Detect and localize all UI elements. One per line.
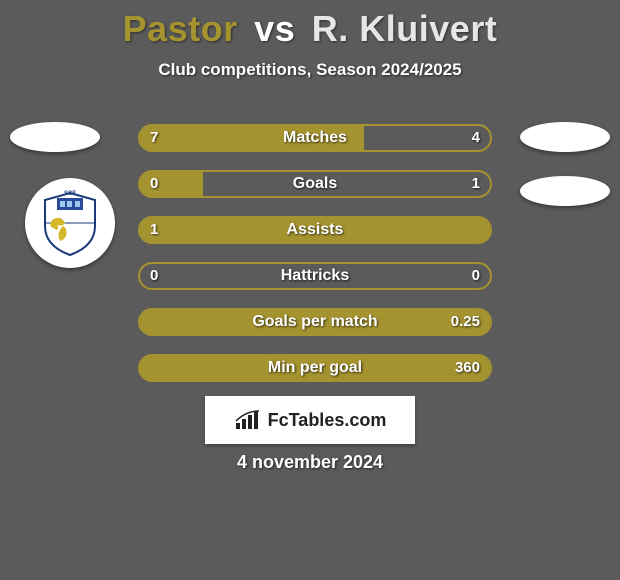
player2-team-badge-2	[520, 176, 610, 206]
stat-value-left: 7	[150, 126, 158, 150]
stat-label: Min per goal	[140, 356, 490, 380]
stat-row: Goals0 1	[138, 170, 492, 198]
svg-text:SCF: SCF	[64, 191, 76, 197]
branding-text: FcTables.com	[268, 410, 387, 431]
stat-value-left: 0	[150, 264, 158, 288]
stat-row: Matches7 4	[138, 124, 492, 152]
subtitle: Club competitions, Season 2024/2025	[0, 60, 620, 80]
player1-club-crest: SCF	[25, 178, 115, 268]
stat-value-right: 360	[455, 356, 480, 380]
comparison-title: Pastor vs R. Kluivert	[0, 0, 620, 50]
stat-label: Goals	[140, 172, 490, 196]
player2-name: R. Kluivert	[312, 8, 498, 49]
branding-box[interactable]: FcTables.com	[205, 396, 415, 444]
stat-label: Assists	[140, 218, 490, 242]
stat-label: Matches	[140, 126, 490, 150]
stat-label: Hattricks	[140, 264, 490, 288]
stat-row: Hattricks0 0	[138, 262, 492, 290]
date-text: 4 november 2024	[0, 452, 620, 473]
player2-team-badge-1	[520, 122, 610, 152]
stat-value-left: 1	[150, 218, 158, 242]
stat-value-right: 4	[472, 126, 480, 150]
player1-name: Pastor	[123, 8, 238, 49]
stat-row: Min per goal360	[138, 354, 492, 382]
stat-row: Goals per match0.25	[138, 308, 492, 336]
vs-text: vs	[254, 8, 295, 49]
stat-label: Goals per match	[140, 310, 490, 334]
stat-value-right: 0	[472, 264, 480, 288]
fctables-logo-icon	[234, 409, 262, 431]
stat-value-left: 0	[150, 172, 158, 196]
stat-value-right: 0.25	[451, 310, 480, 334]
stats-bars: Matches74Goals01Assists1Hattricks00Goals…	[138, 124, 492, 400]
stat-value-right: 1	[472, 172, 480, 196]
stat-row: Assists1	[138, 216, 492, 244]
club-crest-icon: SCF	[35, 188, 105, 258]
player1-team-badge-1	[10, 122, 100, 152]
